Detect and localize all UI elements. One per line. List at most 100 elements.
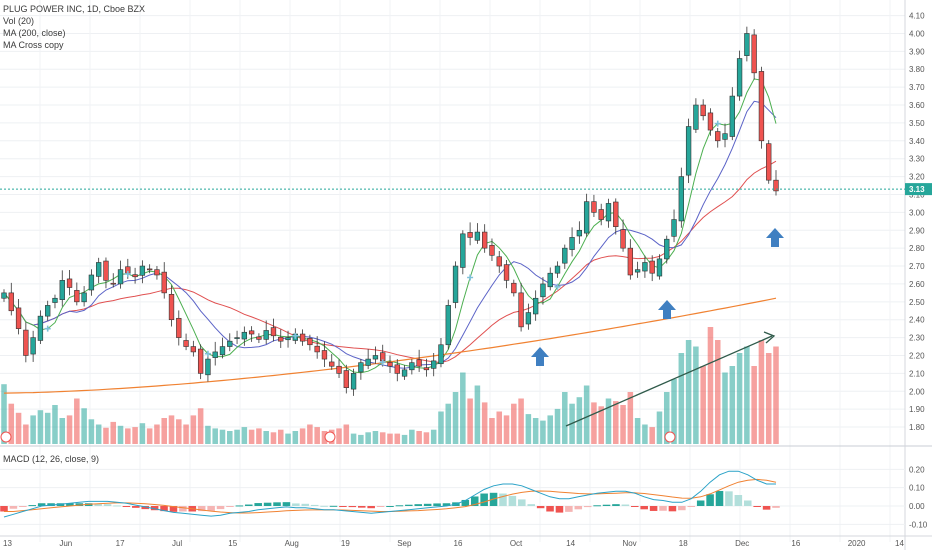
macd-histogram-bar [310,504,319,506]
price-tick-label: 2.10 [909,369,925,378]
ma200-legend[interactable]: MA (200, close) [3,28,66,38]
time-tick-label: 14 [895,539,904,548]
candle-body [460,233,466,268]
candle-body [241,331,248,340]
price-tick-label: 3.20 [909,173,925,182]
macd-histogram-bar [122,506,131,507]
candle-body [59,280,65,300]
time-tick-label: Oct [510,539,523,548]
volume-bar [685,340,692,444]
volume-bar [707,327,714,444]
price-tick-label: 4.00 [909,29,925,38]
macd-histogram-bar [216,506,225,510]
candle-body [678,176,684,222]
candle-body [139,265,146,276]
macd-histogram-bar [555,506,564,513]
candle-body [656,258,663,277]
volume-bar [336,428,342,444]
time-tick-label: Jun [59,539,72,548]
volume-bar [460,372,466,444]
volume-bar [132,427,138,444]
candle-body [321,350,328,360]
volume-bar [532,418,539,444]
macd-histogram-bar [518,499,526,506]
candle-body [372,355,379,360]
last-price-tag [905,183,932,196]
macd-histogram-bar [583,506,592,508]
price-tick-label: 3.00 [909,208,925,217]
candle-body [37,315,44,341]
volume-bar [722,372,728,444]
macd-histogram-bar [499,493,507,506]
volume-bar [44,412,51,444]
candle-body [649,260,655,274]
candle-body [285,337,291,341]
last-price-label: 3.13 [909,185,925,194]
volume-bar [1,384,7,444]
volume-bar [125,428,131,444]
annotations [0,188,905,443]
macd-histogram-bar [207,506,215,511]
volume-legend[interactable]: Vol (20) [3,16,35,26]
volume-bar [81,408,87,444]
volume-bar [729,366,736,444]
time-tick-label: 14 [566,539,575,548]
macd-histogram-bar [678,506,686,511]
volume-bar [256,428,262,444]
candle-body [343,370,349,388]
volume-bar [758,340,765,444]
volume-bar [627,392,634,444]
volume-bar [401,434,408,444]
volume-bar [430,429,437,444]
candle-body [234,337,240,339]
candle-body [45,305,51,317]
macd-histogram-bar [179,506,187,512]
macd-histogram-bar [772,506,780,508]
time-tick-label: 13 [3,539,12,548]
candle-body [52,297,58,303]
candle-body [248,330,255,335]
candle-body [132,274,138,278]
price-tick-label: 3.40 [909,137,925,146]
time-tick-label: 18 [679,539,688,548]
volume-bar [540,420,546,444]
symbol-title[interactable]: PLUG POWER INC, 1D, Cboe BZX [3,4,146,14]
macd-histogram-bar [631,506,639,507]
volume-bar [205,425,211,444]
volume-bar [59,418,66,444]
candle-body [736,58,743,97]
macd-legend[interactable]: MACD (12, 26, close, 9) [3,454,100,464]
macd-histogram-bar [527,504,535,506]
macd-histogram-bar [160,506,168,512]
macd-histogram-bar [593,505,601,507]
macd-histogram-bar [715,490,724,506]
volume-bar [605,398,612,444]
up-arrow-icon [531,347,549,366]
volume-bar [307,424,313,444]
volume-bar [74,398,80,444]
candle-body [103,260,109,281]
macd-tick-label: 0.00 [909,502,925,511]
candlesticks [1,26,779,396]
volume-bar [693,346,699,444]
macd-histogram-bar [245,504,253,506]
macd-histogram-bar [461,499,470,506]
ma-cross-legend[interactable]: MA Cross copy [3,40,64,50]
macd-histogram-bar [612,504,620,506]
candle-body [613,201,619,227]
volume-bar [197,408,204,444]
candle-body [773,179,779,192]
candle-body [532,297,539,315]
macd-histogram-bar [292,503,300,506]
volume-bar [765,353,772,444]
candle-body [620,229,626,249]
volume-bar [219,429,226,444]
macd-histogram-bar [649,506,658,511]
volume-bar [227,431,233,444]
candle-body [176,317,182,338]
candle-body [431,360,437,369]
volume-bar [634,418,641,444]
candle-body [81,292,87,303]
candle-body [729,95,735,137]
